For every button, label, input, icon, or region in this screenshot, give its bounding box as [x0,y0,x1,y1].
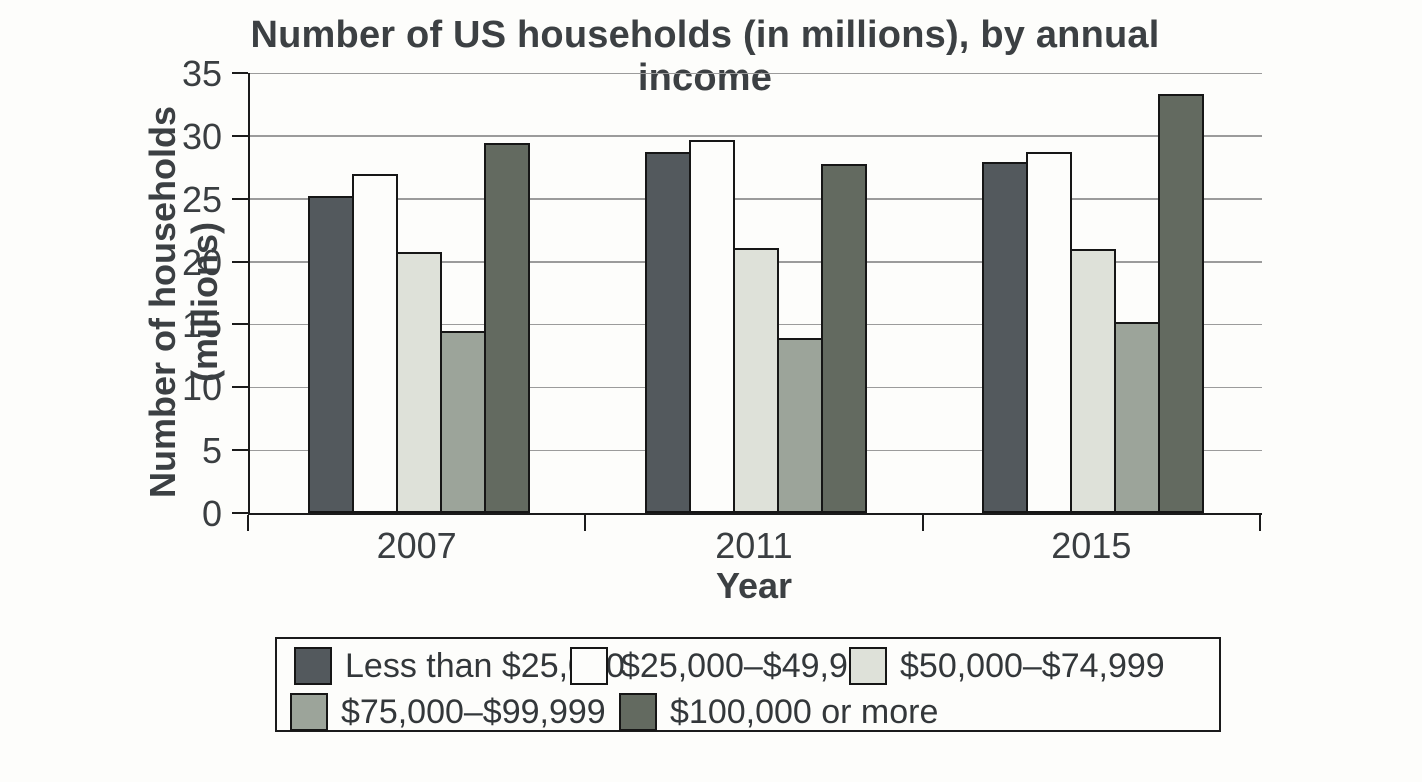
bar-2015-series1 [982,162,1029,513]
bar-2007-series3 [395,251,442,513]
x-axis-label: Year [715,565,793,606]
bar-2015-series3 [1070,249,1117,513]
y-tick-label-5: 5 [201,430,222,472]
gridline-y30 [250,135,1262,137]
legend-swatch-series4 [290,693,328,731]
y-tick-label-15: 15 [181,304,222,346]
legend-swatch-series2 [570,647,608,685]
bar-2015-series5 [1158,94,1205,513]
bar-2007-series2 [351,173,398,513]
bar-2011-series5 [821,163,867,513]
bar-2011-series2 [689,139,735,513]
bar-2007-series4 [439,330,486,513]
y-tick-label-20: 20 [181,241,222,283]
y-tick-35 [232,72,248,74]
y-tick-30 [232,134,248,137]
legend-swatch-series1 [294,647,332,685]
bar-2015-series2 [1026,152,1073,513]
x-category-label-2015: 2015 [1051,525,1132,566]
gridline-y25 [250,198,1262,200]
y-tick-5 [232,449,248,452]
legend-swatch-series3 [849,647,887,685]
legend-label-series4: $75,000–$99,999 [341,692,606,731]
y-tick-0 [232,512,248,514]
x-tick-3 [1259,515,1261,531]
y-tick-label-30: 30 [181,115,222,157]
legend-item-series4: $75,000–$99,999 [290,692,606,732]
y-tick-label-35: 35 [181,53,222,94]
legend-swatch-series5 [619,693,657,731]
gridline-y35 [250,72,1262,74]
legend-label-series3: $50,000–$74,999 [900,646,1165,685]
legend-item-series2: $25,000–$49,999 [570,646,886,686]
legend-item-series3: $50,000–$74,999 [849,646,1165,686]
y-tick-15 [232,323,248,326]
bar-2011-series1 [645,152,691,513]
legend-label-series5: $100,000 or more [670,692,939,731]
x-tick-1 [584,515,587,531]
bar-2015-series4 [1114,321,1161,513]
y-tick-label-0: 0 [201,493,222,534]
x-category-label-2007: 2007 [376,525,457,566]
y-tick-20 [232,260,248,263]
y-tick-25 [232,197,248,200]
x-tick-0 [247,515,249,531]
x-category-label-2011: 2011 [715,525,793,566]
bar-2011-series3 [733,247,779,513]
bar-2007-series5 [483,143,530,513]
plot-area [248,72,1262,515]
legend-item-series5: $100,000 or more [619,692,938,732]
x-tick-2 [921,515,924,531]
legend-label-series2: $25,000–$49,999 [621,646,886,685]
bar-2007-series1 [307,196,354,513]
chart-title: Number of US households (in millions), b… [250,14,1160,99]
bar-2011-series4 [777,338,823,513]
y-tick-label-25: 25 [181,178,222,220]
y-tick-label-10: 10 [181,367,222,409]
y-tick-10 [232,386,248,389]
legend-box: Less than $25,000 $25,000–$49,999 $50,000–… [275,637,1221,732]
